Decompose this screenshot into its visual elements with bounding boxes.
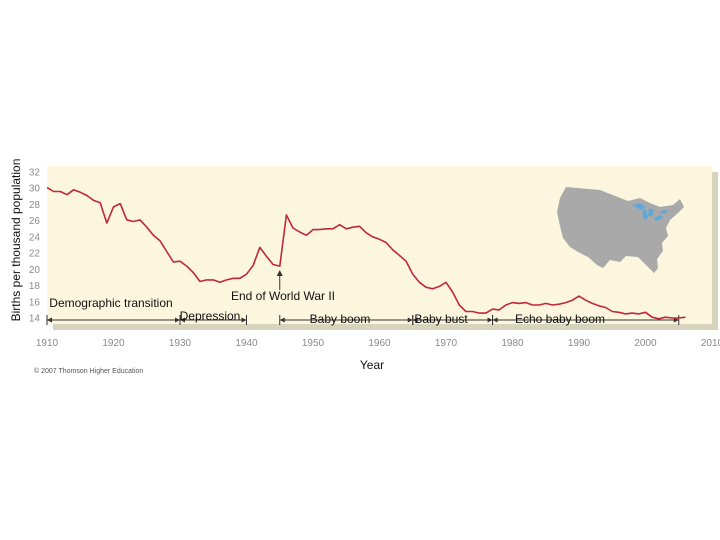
- period-arrowhead-right: [407, 317, 413, 323]
- y-tick-label: 16: [29, 297, 41, 308]
- period-arrowhead-left: [492, 317, 498, 323]
- period-arrowhead-left: [47, 317, 52, 323]
- copyright-text: © 2007 Thomson Higher Education: [34, 367, 143, 375]
- x-tick-label: 1910: [36, 338, 59, 349]
- x-tick-label: 1930: [169, 338, 192, 349]
- end-of-ww2-label: End of World War II: [231, 289, 335, 303]
- y-tick-label: 26: [29, 216, 41, 227]
- x-tick-label: 1950: [302, 338, 325, 349]
- depression-label: Depression: [180, 309, 241, 323]
- great-lakes-icon: [632, 203, 668, 221]
- x-tick-label: 1980: [501, 338, 524, 349]
- ww2-arrow: [276, 270, 283, 290]
- period-arrowhead-left: [279, 317, 285, 323]
- y-tick-label: 22: [29, 249, 41, 260]
- y-tick-label: 28: [29, 200, 41, 211]
- y-tick-label: 20: [29, 265, 41, 276]
- period-arrowhead-right: [487, 317, 493, 323]
- demographic-transition-label: Demographic transition: [49, 296, 172, 310]
- period-arrowhead-right: [175, 317, 180, 323]
- y-tick-label: 30: [29, 184, 41, 195]
- x-axis-label: Year: [360, 358, 384, 372]
- y-axis-label: Births per thousand population: [9, 159, 23, 322]
- x-tick-label: 1990: [568, 338, 591, 349]
- baby-boom-label: Baby boom: [310, 312, 371, 326]
- period-arrowhead-left: [180, 317, 185, 323]
- x-tick-label: 2000: [634, 338, 657, 349]
- ww2-arrowhead: [276, 270, 283, 276]
- echo-baby-boom-label: Echo baby boom: [515, 312, 605, 326]
- us-map-icon: [557, 187, 684, 273]
- y-tick-label: 18: [29, 281, 41, 292]
- birth-rate-line: [46, 186, 686, 320]
- x-tick-label: 1940: [235, 338, 258, 349]
- period-arrowhead-left: [412, 317, 418, 323]
- y-tick-label: 32: [29, 168, 41, 179]
- period-arrowhead-right: [241, 317, 247, 323]
- y-tick-label: 14: [29, 314, 41, 325]
- baby-bust-label: Baby bust: [414, 312, 468, 326]
- x-tick-label: 1960: [368, 338, 391, 349]
- x-tick-label: 1970: [435, 338, 458, 349]
- us-map-inset: [557, 187, 684, 273]
- x-tick-label: 2010: [701, 338, 720, 349]
- y-tick-label: 24: [29, 232, 41, 243]
- x-tick-label: 1920: [102, 338, 125, 349]
